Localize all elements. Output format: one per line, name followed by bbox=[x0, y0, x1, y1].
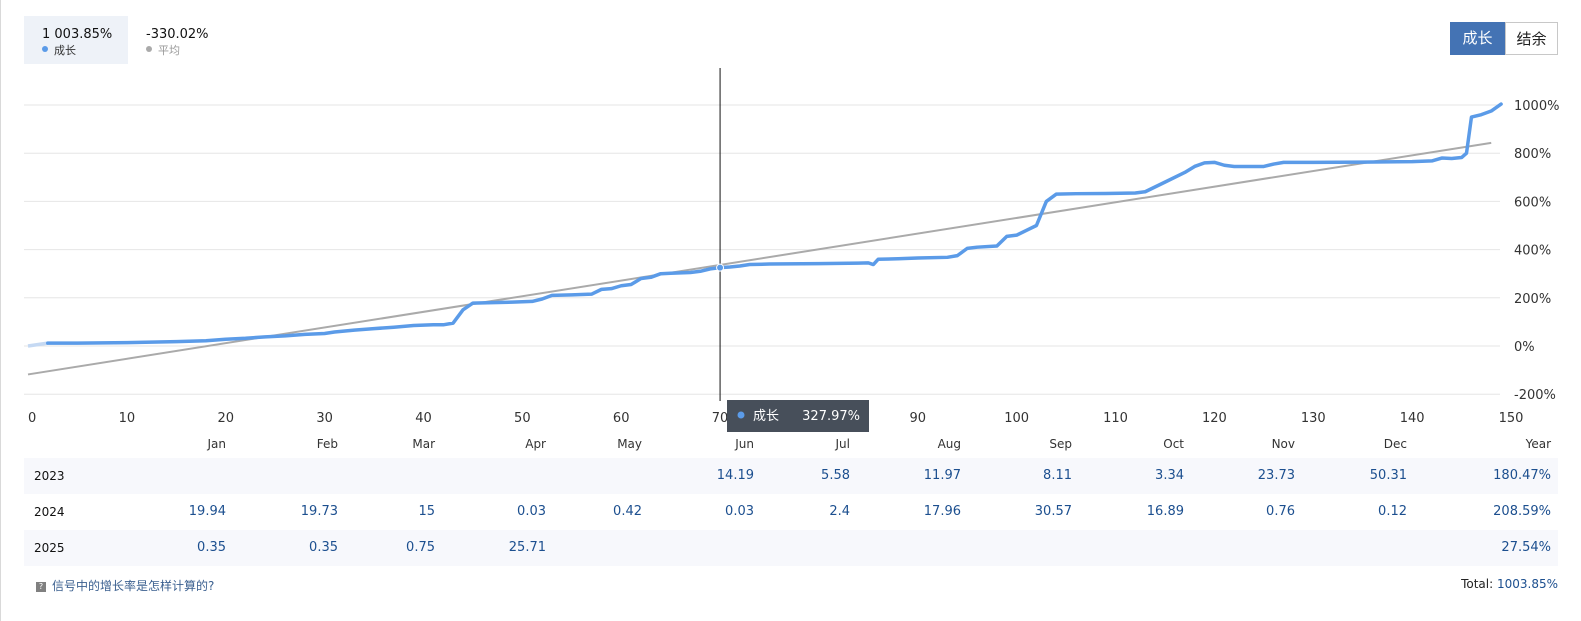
month-value: 0.03 bbox=[725, 504, 754, 519]
x-tick-label: 60 bbox=[613, 411, 630, 426]
x-tick-label: 20 bbox=[217, 411, 234, 426]
month-header: Mar bbox=[412, 437, 435, 451]
x-tick-label: 110 bbox=[1103, 411, 1128, 426]
table-row: 2025 0.35 0.35 0.75 25.71 27.54% bbox=[24, 530, 1558, 566]
legend-average-label: 平均 bbox=[158, 44, 180, 57]
month-value: 17.96 bbox=[923, 504, 961, 519]
month-value: 0.03 bbox=[517, 504, 546, 519]
tooltip-dot bbox=[737, 411, 745, 419]
tooltip-value: 327.97% bbox=[802, 409, 860, 424]
legend-growth-label: 成长 bbox=[54, 44, 76, 57]
x-tick-label: 120 bbox=[1202, 411, 1227, 426]
left-border bbox=[0, 0, 1, 621]
month-value: 0.76 bbox=[1266, 504, 1295, 519]
month-value: 0.35 bbox=[197, 540, 226, 555]
monthly-growth-table: Jan Feb Mar Apr May Jun Jul Aug Sep Oct Nov Dec Year… bbox=[24, 432, 1558, 566]
month-value: 0.35 bbox=[309, 540, 338, 555]
month-header: Dec bbox=[1383, 437, 1407, 451]
x-tick-label: 140 bbox=[1400, 411, 1425, 426]
growth-line bbox=[46, 102, 1503, 345]
month-value: 50.31 bbox=[1369, 468, 1407, 483]
month-value: 11.97 bbox=[923, 468, 961, 483]
month-value: 5.58 bbox=[821, 468, 850, 483]
month-value: 0.42 bbox=[613, 504, 642, 519]
x-tick-label: 130 bbox=[1301, 411, 1326, 426]
legend-average[interactable]: -330.02% 平均 bbox=[140, 16, 230, 64]
month-value: 16.89 bbox=[1146, 504, 1184, 519]
total-label: Total: bbox=[1461, 577, 1494, 591]
month-value: 30.57 bbox=[1034, 504, 1072, 519]
x-tick-label: 70 bbox=[712, 411, 729, 426]
month-value: 0.75 bbox=[406, 540, 435, 555]
y-tick-label: 0% bbox=[1514, 340, 1535, 355]
y-tick-label: 400% bbox=[1514, 244, 1551, 259]
year-label: 2023 bbox=[34, 469, 65, 483]
x-tick-label: 100 bbox=[1004, 411, 1029, 426]
month-value: 25.71 bbox=[508, 540, 546, 555]
month-header: Jan bbox=[207, 437, 227, 451]
tooltip-box bbox=[727, 400, 869, 432]
year-total: 180.47% bbox=[1493, 468, 1551, 483]
y-tick-label: 1000% bbox=[1514, 99, 1559, 114]
month-value: 8.11 bbox=[1043, 468, 1072, 483]
month-header: Feb bbox=[316, 437, 338, 451]
table-row: 2024 19.94 19.73 15 0.03 0.42 0.03 2.4 17.96 30.5… bbox=[24, 494, 1558, 530]
month-header: Jun bbox=[735, 437, 754, 451]
month-value: 2.4 bbox=[829, 504, 850, 519]
month-value: 23.73 bbox=[1257, 468, 1295, 483]
year-label: 2025 bbox=[34, 541, 65, 555]
balance-toggle-button[interactable]: 结余 bbox=[1505, 22, 1558, 55]
total-value: 1003.85% bbox=[1496, 577, 1558, 591]
y-tick-label: 600% bbox=[1514, 195, 1551, 210]
table-header-row: Jan Feb Mar Apr May Jun Jul Aug Sep Oct Nov Dec Year bbox=[24, 432, 1558, 458]
month-header: Aug bbox=[937, 437, 961, 451]
y-tick-label: -200% bbox=[1514, 388, 1556, 403]
x-tick-label: 0 bbox=[28, 411, 36, 426]
month-value: 3.34 bbox=[1155, 468, 1184, 483]
y-tick-label: 200% bbox=[1514, 292, 1551, 307]
legend-average-value: -330.02% bbox=[146, 27, 209, 42]
growth-toggle-button[interactable]: 成长 bbox=[1450, 22, 1505, 55]
month-header: May bbox=[617, 437, 642, 451]
month-value: 0.12 bbox=[1378, 504, 1407, 519]
table-row: 2023 14.19 5.58 11.97 8.11 3.34 23.73 50.31 180.… bbox=[24, 458, 1558, 494]
year-total: 208.59% bbox=[1493, 504, 1551, 519]
growth-help-text[interactable]: 信号中的增长率是怎样计算的? bbox=[52, 579, 215, 593]
help-icon: ? bbox=[36, 582, 46, 592]
month-header: Nov bbox=[1271, 437, 1295, 451]
year-label: 2024 bbox=[34, 505, 65, 519]
x-tick-label: 150 bbox=[1499, 411, 1524, 426]
month-header: Oct bbox=[1163, 437, 1184, 451]
growth-chart[interactable]: -200% 0% 200% 400% 600% 800% 1000% 0 10 20 30 40 50 6… bbox=[0, 60, 1581, 432]
month-value: 19.94 bbox=[188, 504, 226, 519]
year-total: 27.54% bbox=[1501, 540, 1551, 555]
legend-average-dot bbox=[146, 46, 152, 52]
legend-growth-value: 1 003.85% bbox=[42, 27, 113, 42]
month-header: Apr bbox=[525, 437, 546, 451]
x-tick-label: 40 bbox=[415, 411, 432, 426]
tooltip-label: 成长 bbox=[753, 409, 779, 424]
x-tick-label: 30 bbox=[316, 411, 333, 426]
month-header: Jul bbox=[835, 437, 850, 451]
growth-line-start bbox=[27, 341, 49, 348]
growth-help-link[interactable]: ? 信号中的增长率是怎样计算的? bbox=[36, 577, 214, 594]
month-value: 19.73 bbox=[300, 504, 338, 519]
x-tick-label: 10 bbox=[119, 411, 136, 426]
legend-growth[interactable]: 1 003.85% 成长 bbox=[24, 16, 128, 64]
legend-growth-dot bbox=[42, 46, 48, 52]
year-header: Year bbox=[1525, 437, 1551, 451]
x-tick-label: 50 bbox=[514, 411, 531, 426]
month-header: Sep bbox=[1049, 437, 1072, 451]
month-value: 14.19 bbox=[716, 468, 754, 483]
y-tick-label: 800% bbox=[1514, 147, 1551, 162]
hover-marker bbox=[716, 263, 725, 272]
month-value: 15 bbox=[418, 504, 435, 519]
total-growth: Total: 1003.85% bbox=[1461, 577, 1558, 591]
x-tick-label: 90 bbox=[910, 411, 927, 426]
